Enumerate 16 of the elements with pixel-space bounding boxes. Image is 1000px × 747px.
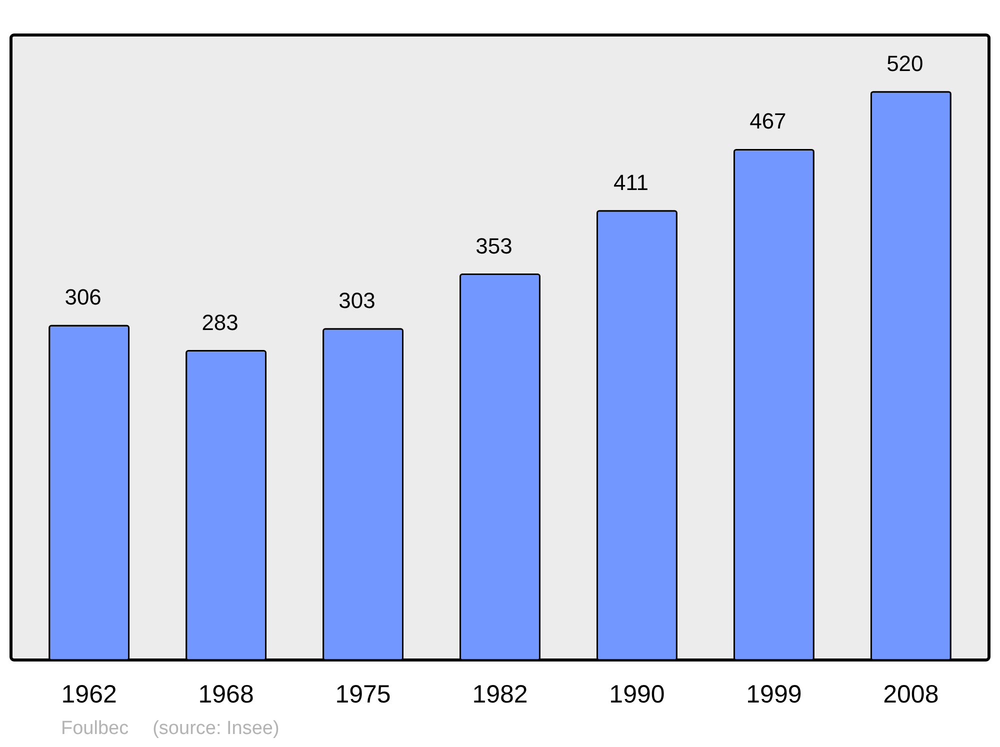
data-label: 283	[202, 310, 238, 335]
data-label: 520	[886, 50, 924, 76]
text: Foulbec	[61, 718, 129, 739]
x-tick-label: 1975	[335, 680, 391, 708]
x-tick-label: 1962	[61, 680, 117, 708]
x-tick-label: 1999	[746, 680, 802, 708]
text: (source: Insee)	[152, 718, 280, 739]
data-label: 303	[338, 288, 376, 313]
data-label: 353	[476, 233, 512, 258]
x-tick-label: 1982	[472, 680, 528, 708]
x-tick-label: 2008	[883, 680, 939, 708]
data-label: 411	[613, 170, 649, 195]
data-label: 306	[64, 284, 102, 310]
data-label: 467	[750, 108, 786, 134]
x-tick-label: 1990	[609, 680, 665, 708]
x-tick-label: 1968	[198, 680, 254, 708]
